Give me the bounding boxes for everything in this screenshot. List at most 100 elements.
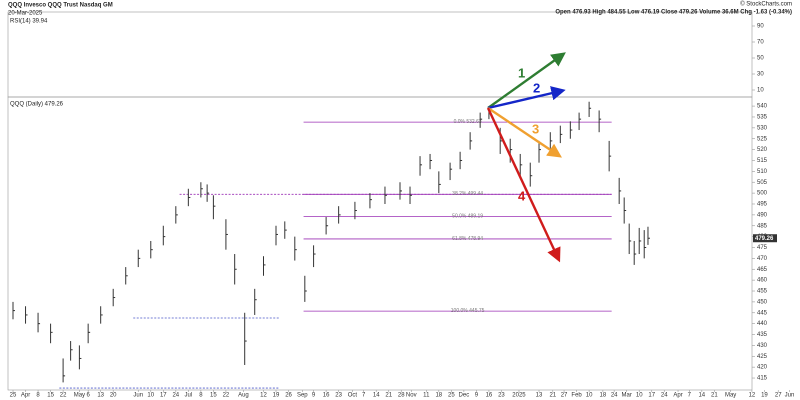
y-tick-label: 475	[757, 245, 768, 251]
y-tick-label: 470	[757, 256, 768, 262]
x-tick-label: May	[74, 393, 85, 399]
x-tick-label: 22	[60, 393, 67, 399]
annotation: 3	[532, 121, 539, 136]
x-tick-label: 13	[536, 393, 543, 399]
x-tick-label: 24	[172, 393, 179, 399]
x-tick-label: Jun	[785, 393, 795, 399]
quote: Open 476.93 High 484.55 Low 476.19 Close…	[555, 10, 792, 16]
x-tick-label: 7	[362, 393, 366, 399]
annotation: 1	[518, 65, 525, 80]
fib-label: 50.0% 489.19	[452, 213, 483, 219]
x-tick-label: 17	[160, 393, 167, 399]
rsi-tick-label: 90	[757, 24, 764, 30]
y-tick-label: 530	[757, 125, 768, 131]
fib-label: 61.8% 478.94	[452, 236, 483, 242]
rsi-tick-label: 70	[757, 40, 764, 46]
x-tick-label: 14	[698, 393, 705, 399]
fib-label: 100.0% 445.75	[451, 308, 485, 314]
x-tick-label: 6	[86, 393, 90, 399]
brand: © StockCharts.com	[740, 1, 792, 8]
annotation: 2	[533, 80, 540, 95]
x-tick-label: 22	[223, 393, 230, 399]
x-tick-label: 20	[110, 393, 117, 399]
fib-label: 38.2% 499.44	[452, 191, 483, 197]
x-tick-label: 28	[398, 393, 405, 399]
x-tick-label: 19	[273, 393, 280, 399]
x-tick-label: 26	[285, 393, 292, 399]
x-tick-label: 15	[210, 393, 217, 399]
x-tick-label: Apr	[673, 393, 682, 399]
rsi-tick-label: 50	[757, 56, 764, 62]
x-tick-label: Nov	[406, 393, 417, 399]
y-tick-label: 435	[757, 332, 768, 338]
x-tick-label: 27	[561, 393, 568, 399]
x-tick-label: Sep	[297, 393, 308, 399]
x-tick-label: Oct	[348, 393, 358, 399]
arrow	[487, 52, 566, 109]
x-tick-label: 25	[448, 393, 455, 399]
y-tick-label: 460	[757, 278, 768, 284]
x-tick-label: 9	[312, 393, 316, 399]
y-tick-label: 520	[757, 147, 768, 153]
y-tick-label: 445	[757, 310, 768, 316]
rsi-label: RSI(14) 39.94	[10, 19, 48, 25]
y-tick-label: 425	[757, 354, 768, 360]
y-tick-label: 420	[757, 365, 768, 371]
x-tick-label: 10	[636, 393, 643, 399]
x-tick-label: Aug	[238, 393, 249, 399]
x-tick-label: 16	[323, 393, 330, 399]
y-tick-label: 450	[757, 299, 768, 305]
y-tick-label: 535	[757, 115, 768, 121]
x-tick-label: 8	[199, 393, 203, 399]
x-tick-label: 16	[486, 393, 493, 399]
y-tick-label: 525	[757, 136, 768, 142]
x-tick-label: 8	[36, 393, 40, 399]
x-tick-label: May	[725, 393, 736, 399]
y-tick-label: 495	[757, 202, 768, 208]
x-tick-label: 15	[47, 393, 54, 399]
x-tick-label: 10	[586, 393, 593, 399]
y-tick-label: 440	[757, 321, 768, 327]
x-tick-label: 11	[423, 393, 430, 399]
x-tick-label: 9	[475, 393, 479, 399]
rsi-panel	[7, 11, 753, 98]
x-tick-label: 14	[373, 393, 380, 399]
x-tick-label: 2025	[512, 393, 526, 399]
x-tick-label: 10	[147, 393, 154, 399]
x-tick-label: 12	[260, 393, 267, 399]
y-tick-label: 430	[757, 343, 768, 349]
y-tick-label: 510	[757, 169, 768, 175]
x-tick-label: 17	[648, 393, 655, 399]
date: 20-Mar-2025	[8, 11, 43, 17]
x-tick-label: 21	[549, 393, 556, 399]
last-price-label: 479.26	[755, 236, 774, 242]
x-tick-label: 7	[688, 393, 692, 399]
x-tick-label: 12	[749, 393, 756, 399]
y-tick-label: 455	[757, 289, 768, 295]
x-tick-label: Apr	[21, 393, 30, 399]
x-tick-label: 13	[97, 393, 104, 399]
x-tick-label: 18	[435, 393, 442, 399]
y-tick-label: 465	[757, 267, 768, 273]
x-tick-label: 23	[498, 393, 505, 399]
y-tick-label: 485	[757, 223, 768, 229]
arrow	[487, 86, 566, 110]
x-tick-label: Dec	[459, 393, 470, 399]
trend-arrows: 1 2 3 4	[486, 52, 566, 263]
rsi-tick-label: 30	[757, 72, 764, 78]
x-tick-label: 27	[775, 393, 782, 399]
rsi-tick-label: 10	[757, 88, 764, 94]
x-tick-label: 21	[711, 393, 718, 399]
y-tick-label: 540	[757, 104, 768, 110]
x-tick-label: 23	[335, 393, 342, 399]
x-tick-label: 21	[385, 393, 392, 399]
x-tick-label: Feb	[571, 393, 582, 399]
x-tick-label: Jun	[133, 393, 143, 399]
x-tick-label: 18	[600, 393, 607, 399]
x-tick-label: 25	[10, 393, 17, 399]
fib-label: 0.0% 532.63	[454, 119, 482, 125]
x-tick-label: 19	[761, 393, 768, 399]
x-tick-label: 24	[611, 393, 618, 399]
price-label: QQQ (Daily) 479.26	[10, 102, 64, 108]
